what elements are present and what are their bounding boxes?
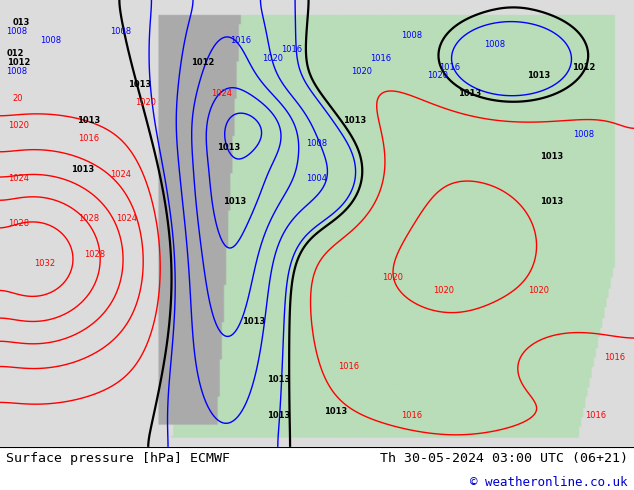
Text: 1024: 1024 xyxy=(110,170,131,179)
Text: 1020: 1020 xyxy=(262,53,283,63)
Text: 1013: 1013 xyxy=(242,317,265,326)
Text: 20: 20 xyxy=(13,94,23,103)
Text: 1012: 1012 xyxy=(572,63,595,72)
Text: 1013: 1013 xyxy=(77,116,100,125)
Text: 1020: 1020 xyxy=(8,121,30,130)
Text: 1020: 1020 xyxy=(433,286,455,295)
Text: 1024: 1024 xyxy=(8,174,30,183)
Text: 1016: 1016 xyxy=(78,134,100,143)
Text: 1020: 1020 xyxy=(135,98,157,107)
Text: 1016: 1016 xyxy=(604,353,626,362)
Text: 1008: 1008 xyxy=(6,67,27,76)
Text: 1008: 1008 xyxy=(306,139,328,147)
Text: 1013: 1013 xyxy=(540,196,563,206)
Text: 1016: 1016 xyxy=(585,411,607,420)
Text: 1016: 1016 xyxy=(338,362,359,371)
Text: Th 30-05-2024 03:00 UTC (06+21): Th 30-05-2024 03:00 UTC (06+21) xyxy=(380,452,628,466)
Text: 1028: 1028 xyxy=(78,215,100,223)
Text: 1008: 1008 xyxy=(401,31,423,40)
Text: 1024: 1024 xyxy=(116,215,138,223)
Text: 1012: 1012 xyxy=(8,58,30,67)
Text: 1020: 1020 xyxy=(427,72,448,80)
Text: 1008: 1008 xyxy=(40,36,61,45)
Text: 1013: 1013 xyxy=(458,89,481,98)
Text: 012: 012 xyxy=(6,49,24,58)
Text: 1008: 1008 xyxy=(110,27,131,36)
Text: 1016: 1016 xyxy=(439,63,461,72)
Text: 1024: 1024 xyxy=(211,89,233,98)
Text: 1013: 1013 xyxy=(128,80,151,89)
Text: 1016: 1016 xyxy=(281,45,302,54)
Text: 1013: 1013 xyxy=(268,375,290,384)
Text: 1013: 1013 xyxy=(71,165,94,174)
Text: 1008: 1008 xyxy=(573,129,594,139)
Text: 1020: 1020 xyxy=(351,67,372,76)
Text: 1028: 1028 xyxy=(8,219,30,228)
Text: 1012: 1012 xyxy=(191,58,214,67)
Text: 1008: 1008 xyxy=(484,40,505,49)
Text: 1013: 1013 xyxy=(540,152,563,161)
Text: 1016: 1016 xyxy=(230,36,252,45)
Text: 1004: 1004 xyxy=(306,174,328,183)
Text: 1013: 1013 xyxy=(217,143,240,152)
Text: © weatheronline.co.uk: © weatheronline.co.uk xyxy=(470,476,628,489)
Text: 1016: 1016 xyxy=(401,411,423,420)
Text: 1013: 1013 xyxy=(223,196,246,206)
Text: 1028: 1028 xyxy=(84,250,106,259)
Text: Surface pressure [hPa] ECMWF: Surface pressure [hPa] ECMWF xyxy=(6,452,230,466)
Text: 1020: 1020 xyxy=(382,272,404,282)
Text: 1013: 1013 xyxy=(325,407,347,416)
Text: 1013: 1013 xyxy=(268,411,290,420)
Text: 1013: 1013 xyxy=(527,72,550,80)
Text: 1020: 1020 xyxy=(528,286,550,295)
Text: 1016: 1016 xyxy=(370,53,391,63)
Text: 1008: 1008 xyxy=(6,27,27,36)
Text: 1013: 1013 xyxy=(344,116,366,125)
Text: 013: 013 xyxy=(13,18,30,27)
Text: 1032: 1032 xyxy=(34,259,55,268)
